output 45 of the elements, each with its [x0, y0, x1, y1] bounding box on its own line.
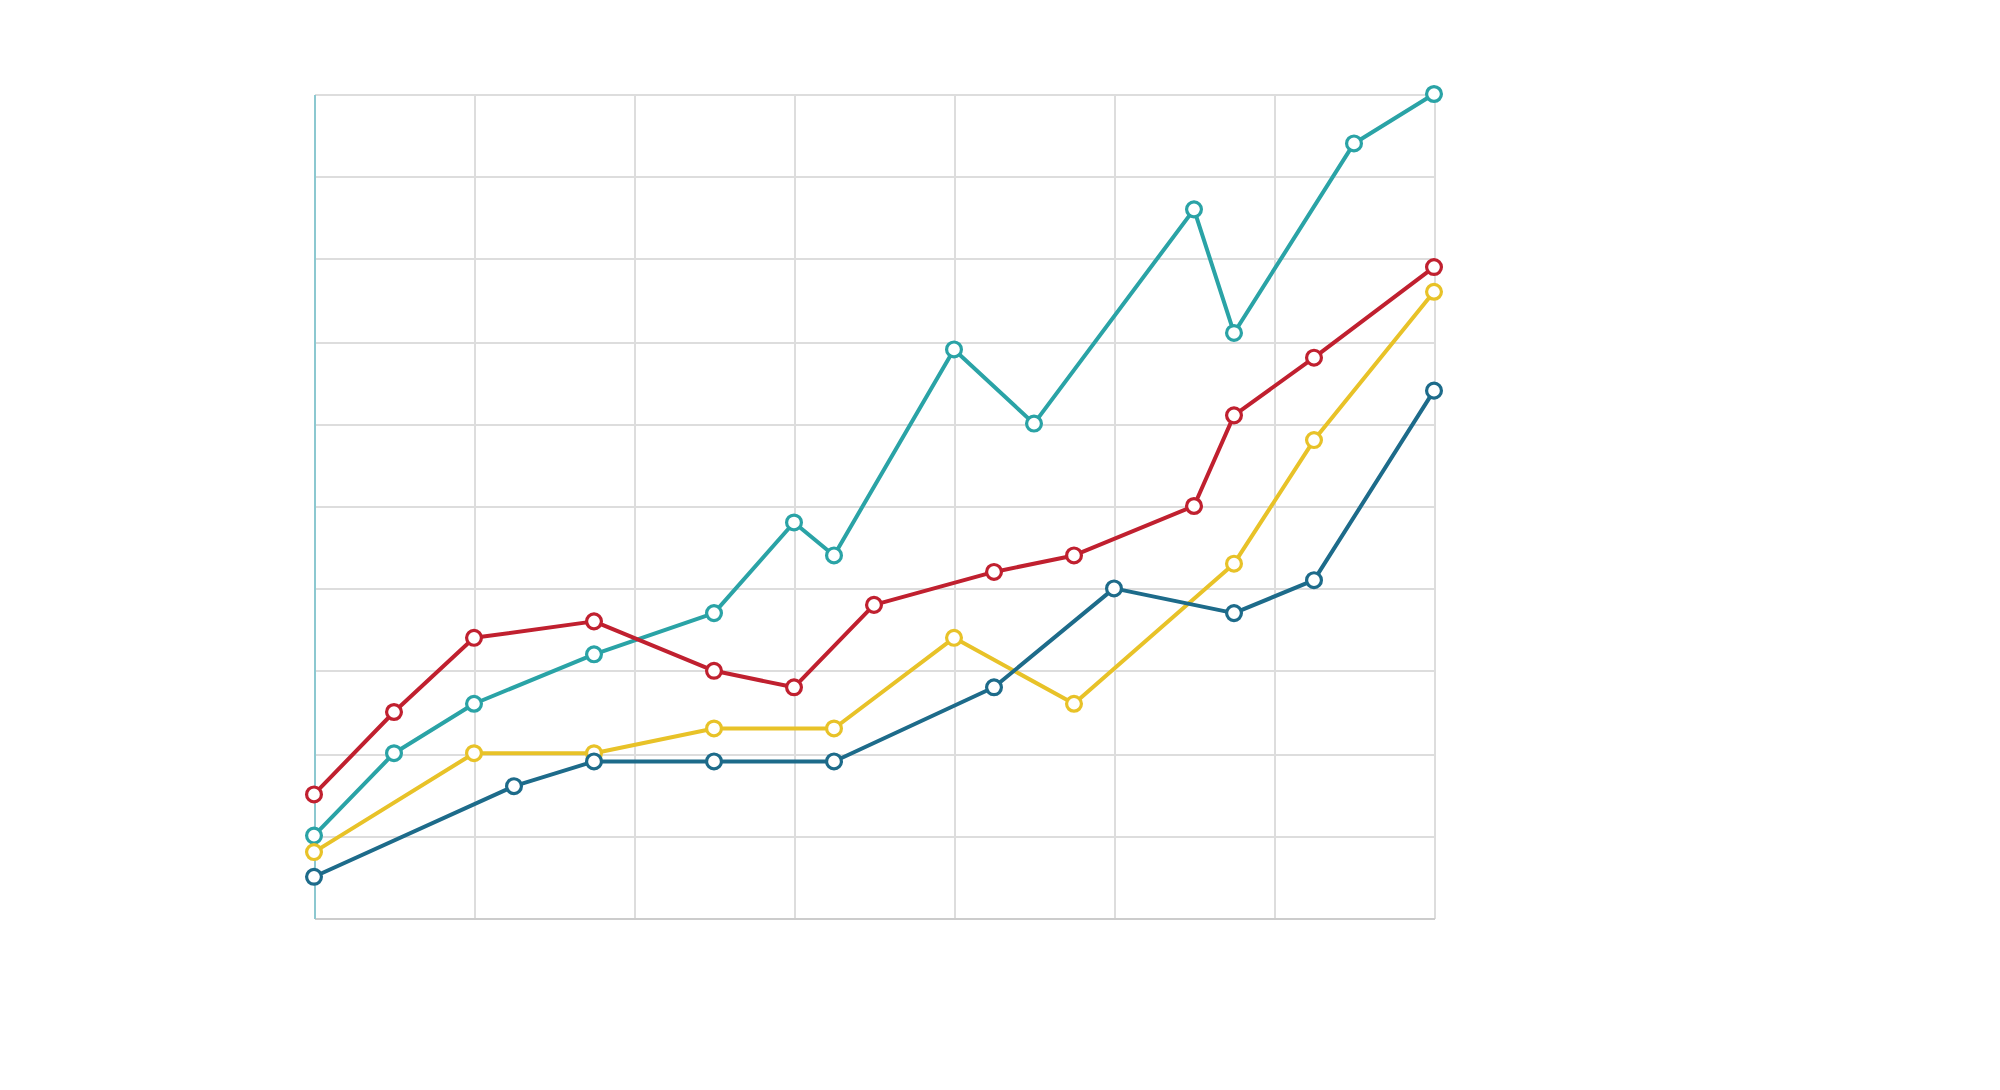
point [1304, 571, 1324, 590]
point [304, 843, 324, 862]
point [1184, 497, 1204, 515]
point [1064, 546, 1084, 565]
point [1024, 414, 1044, 433]
point [1424, 85, 1444, 103]
point [704, 752, 724, 771]
point [1424, 258, 1444, 277]
point [1224, 604, 1244, 623]
point [304, 785, 324, 804]
point [1304, 348, 1324, 367]
point [1224, 406, 1244, 425]
point [824, 719, 844, 738]
point [704, 661, 724, 680]
point [704, 604, 724, 623]
point [1424, 381, 1444, 400]
point [984, 678, 1004, 697]
point [304, 826, 324, 845]
point [384, 703, 404, 721]
point [784, 513, 804, 532]
point [784, 678, 804, 697]
point [1344, 134, 1364, 153]
point [1304, 431, 1324, 450]
point [464, 628, 484, 647]
point [1184, 200, 1204, 219]
point [1064, 694, 1084, 713]
point [304, 867, 324, 886]
point [464, 744, 484, 763]
point [584, 612, 604, 631]
point [944, 340, 964, 359]
point [464, 694, 484, 713]
point [1224, 323, 1244, 342]
point [864, 595, 884, 614]
point [824, 752, 844, 771]
point [584, 645, 604, 664]
point [1224, 554, 1244, 573]
point [584, 752, 604, 771]
point [944, 628, 964, 647]
point [704, 719, 724, 738]
point [824, 546, 844, 565]
point [984, 562, 1004, 581]
point [1424, 282, 1444, 301]
point [384, 744, 404, 763]
point [504, 777, 524, 796]
point [1104, 579, 1124, 598]
